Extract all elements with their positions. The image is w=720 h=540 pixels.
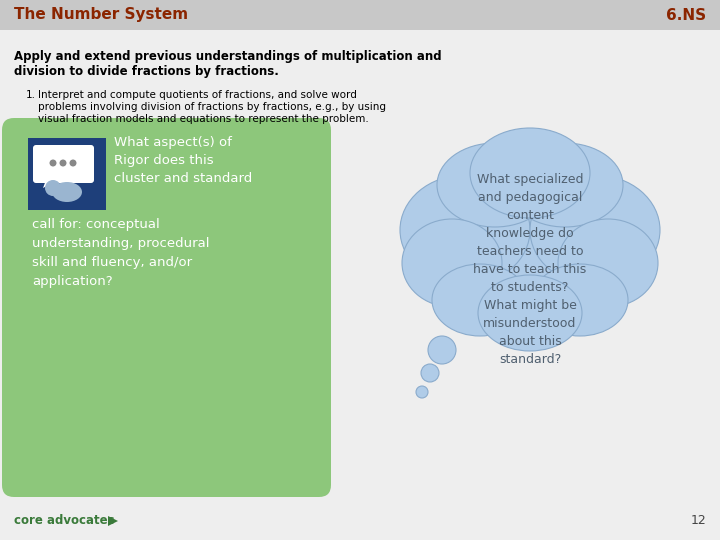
Text: 6.NS: 6.NS xyxy=(666,8,706,23)
Text: 12: 12 xyxy=(690,514,706,526)
Ellipse shape xyxy=(470,128,590,218)
Ellipse shape xyxy=(432,264,528,336)
Ellipse shape xyxy=(52,182,82,202)
Text: application?: application? xyxy=(32,275,112,288)
Circle shape xyxy=(428,336,456,364)
Polygon shape xyxy=(43,180,58,188)
Text: call for: conceptual: call for: conceptual xyxy=(32,218,160,231)
Text: The Number System: The Number System xyxy=(14,8,188,23)
Text: Apply and extend previous understandings of multiplication and
division to divid: Apply and extend previous understandings… xyxy=(14,50,441,78)
Text: problems involving division of fractions by fractions, e.g., by using: problems involving division of fractions… xyxy=(38,102,386,112)
Text: understanding, procedural: understanding, procedural xyxy=(32,237,210,250)
Text: skill and fluency, and/or: skill and fluency, and/or xyxy=(32,256,192,269)
Ellipse shape xyxy=(530,175,660,285)
Ellipse shape xyxy=(532,264,628,336)
Text: cluster and standard: cluster and standard xyxy=(114,172,252,185)
Ellipse shape xyxy=(440,173,620,317)
FancyBboxPatch shape xyxy=(2,118,331,497)
Text: What specialized
and pedagogical
content
knowledge do
teachers need to
have to t: What specialized and pedagogical content… xyxy=(473,173,587,366)
Circle shape xyxy=(45,180,61,196)
Circle shape xyxy=(60,159,66,166)
Ellipse shape xyxy=(507,143,623,227)
Ellipse shape xyxy=(402,219,502,307)
Circle shape xyxy=(421,364,439,382)
Circle shape xyxy=(50,159,56,166)
Text: What aspect(s) of: What aspect(s) of xyxy=(114,136,232,149)
Ellipse shape xyxy=(400,175,530,285)
Text: Interpret and compute quotients of fractions, and solve word: Interpret and compute quotients of fract… xyxy=(38,90,357,100)
FancyBboxPatch shape xyxy=(28,138,106,210)
FancyBboxPatch shape xyxy=(0,0,720,30)
Text: visual fraction models and equations to represent the problem.: visual fraction models and equations to … xyxy=(38,114,369,124)
Circle shape xyxy=(70,159,76,166)
Text: 1.: 1. xyxy=(26,90,36,100)
FancyBboxPatch shape xyxy=(33,145,94,183)
Polygon shape xyxy=(108,516,118,526)
Ellipse shape xyxy=(478,275,582,351)
Ellipse shape xyxy=(437,143,553,227)
Ellipse shape xyxy=(558,219,658,307)
Circle shape xyxy=(416,386,428,398)
Text: core advocates: core advocates xyxy=(14,514,114,526)
Text: Rigor does this: Rigor does this xyxy=(114,154,214,167)
